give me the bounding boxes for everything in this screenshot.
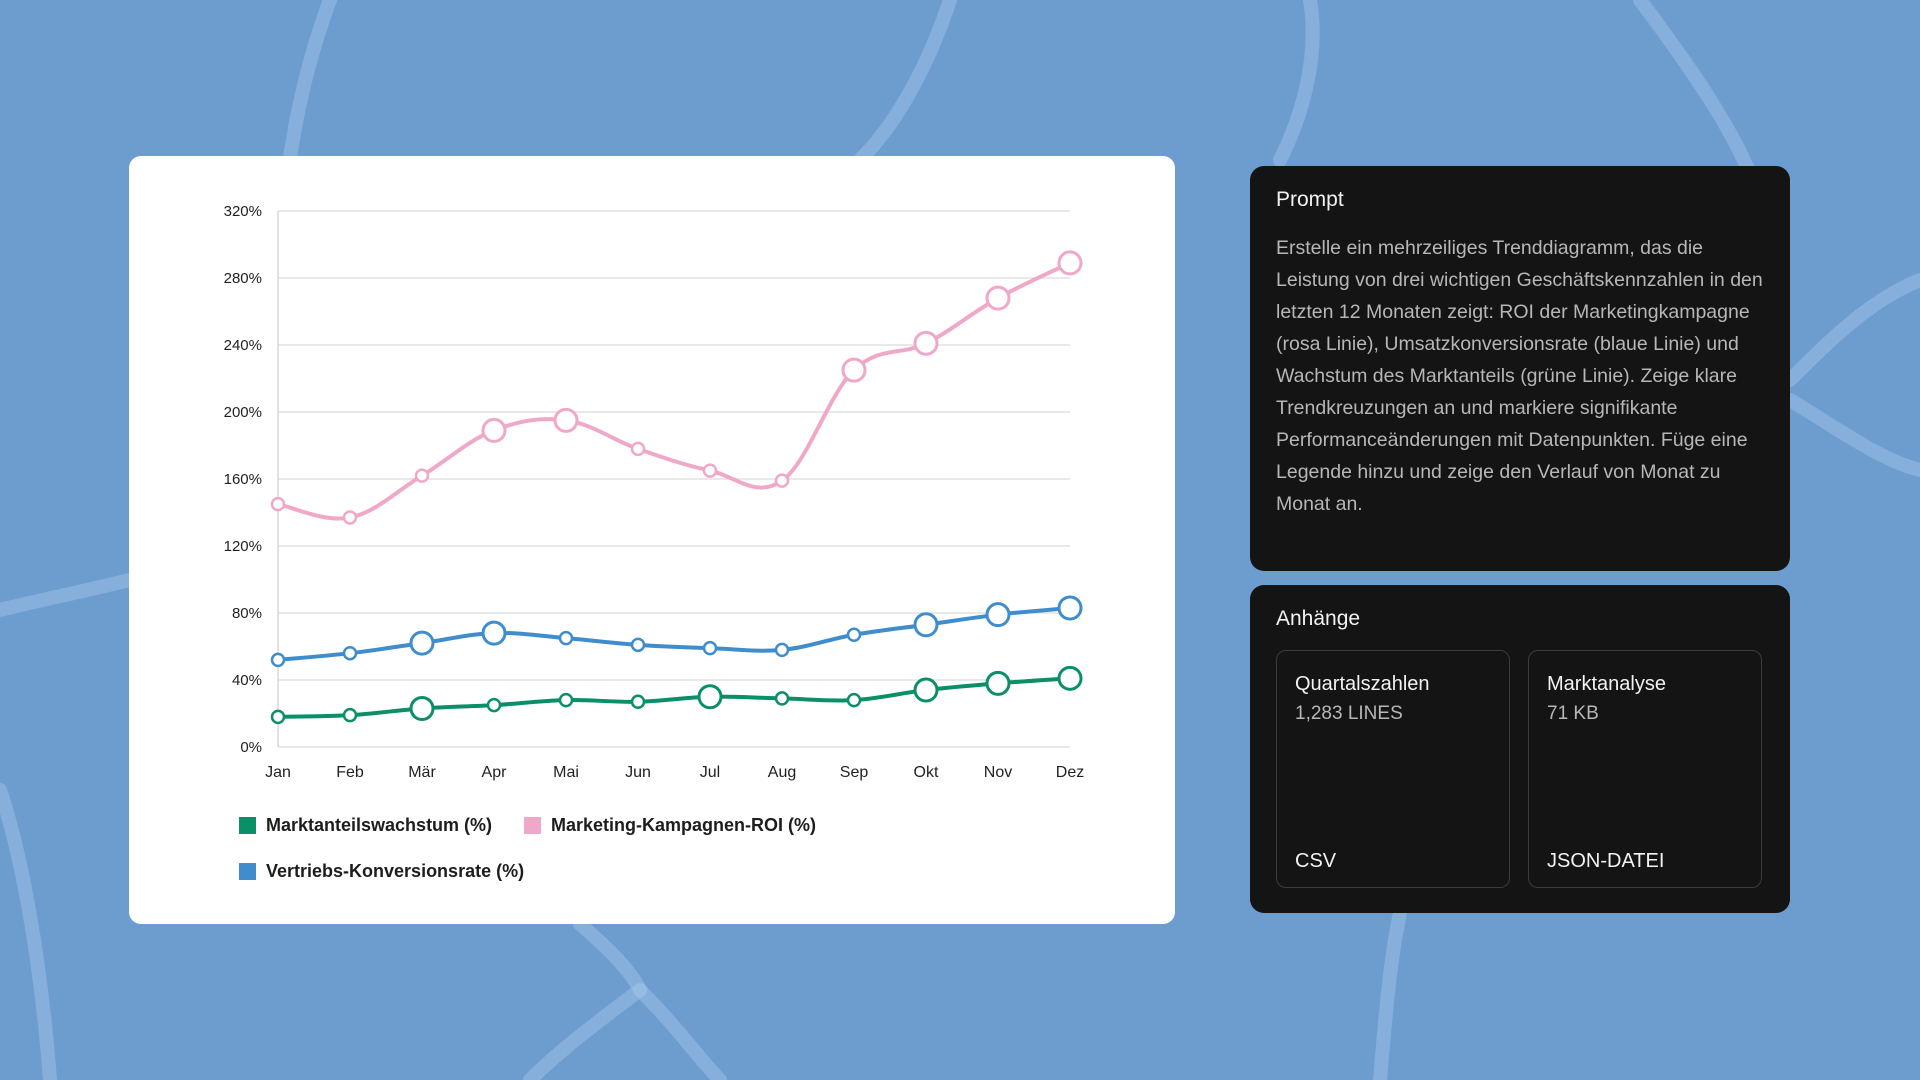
data-point xyxy=(702,463,718,478)
y-tick-label: 280% xyxy=(224,270,262,287)
data-point xyxy=(270,496,286,512)
data-point xyxy=(985,602,1011,628)
y-tick-label: 240% xyxy=(224,337,262,354)
y-tick-label: 200% xyxy=(224,404,262,421)
data-point xyxy=(846,692,862,708)
x-tick-label: Aug xyxy=(768,764,796,781)
legend-swatch xyxy=(524,817,541,834)
data-point xyxy=(558,692,574,708)
attachment-card-quartalszahlen[interactable]: Quartalszahlen 1,283 LINES CSV xyxy=(1276,650,1510,888)
x-tick-label: Jul xyxy=(700,764,720,781)
legend-swatch xyxy=(239,863,256,880)
data-point xyxy=(846,627,862,643)
data-point xyxy=(985,285,1011,311)
attachment-name: Marktanalyse xyxy=(1547,673,1666,695)
data-point xyxy=(913,612,939,638)
x-tick-label: Okt xyxy=(914,764,939,781)
data-point xyxy=(342,510,358,525)
data-point xyxy=(558,630,574,646)
x-tick-label: Mai xyxy=(553,764,579,781)
data-point xyxy=(270,709,286,725)
series-line xyxy=(276,676,1072,719)
x-tick-label: Dez xyxy=(1056,764,1084,781)
prompt-text: Erstelle ein mehrzeiliges Trenddiagramm,… xyxy=(1276,237,1763,515)
data-point xyxy=(1057,250,1083,276)
data-point xyxy=(409,695,435,721)
legend-item-konversion: Vertriebs-Konversionsrate (%) xyxy=(239,861,524,882)
data-point xyxy=(486,697,502,713)
x-tick-label: Nov xyxy=(984,764,1012,781)
legend-label: Vertriebs-Konversionsrate (%) xyxy=(266,861,525,881)
attachments-panel: Anhänge Quartalszahlen 1,283 LINES CSV M… xyxy=(1250,585,1790,913)
attachment-size: 71 KB xyxy=(1547,703,1599,724)
attachment-size: 1,283 LINES xyxy=(1295,703,1403,724)
data-point xyxy=(774,691,790,706)
data-point xyxy=(342,707,358,723)
attachment-card-marktanalyse[interactable]: Marktanalyse 71 KB JSON-DATEI xyxy=(1528,650,1762,888)
series-line xyxy=(276,605,1072,662)
data-point xyxy=(985,670,1011,696)
series-line xyxy=(276,260,1072,521)
data-point xyxy=(702,640,718,656)
x-tick-label: Jun xyxy=(625,764,651,781)
y-tick-label: 160% xyxy=(224,471,262,488)
x-tick-label: Jan xyxy=(265,764,291,781)
attachments-title: Anhänge xyxy=(1276,607,1361,630)
y-tick-label: 120% xyxy=(224,538,262,555)
legend-item-roi: Marketing-Kampagnen-ROI (%) xyxy=(524,815,816,836)
grid xyxy=(278,210,1070,748)
data-point xyxy=(841,357,867,383)
data-point xyxy=(630,694,646,710)
attachment-name: Quartalszahlen xyxy=(1295,673,1430,695)
x-tick-label: Sep xyxy=(840,764,869,781)
data-point xyxy=(409,630,435,656)
data-point xyxy=(481,620,507,646)
series xyxy=(270,250,1083,725)
legend-label: Marketing-Kampagnen-ROI (%) xyxy=(551,815,817,835)
legend-swatch xyxy=(239,817,256,834)
data-point xyxy=(774,473,790,488)
data-point xyxy=(1057,595,1083,621)
attachment-type: JSON-DATEI xyxy=(1547,850,1665,872)
line-chart: 0% 40% 80% 120% 160% 200% 240% 280% 320% Jan Feb Mä… xyxy=(224,203,1085,781)
data-point xyxy=(414,468,430,483)
y-tick-label: 0% xyxy=(240,739,262,756)
y-tick-label: 40% xyxy=(232,672,262,689)
data-point xyxy=(1057,665,1083,691)
attachment-type: CSV xyxy=(1295,850,1337,872)
data-point xyxy=(697,684,723,710)
axes: 0% 40% 80% 120% 160% 200% 240% 280% 320% Jan Feb Mä… xyxy=(224,203,1085,781)
data-point xyxy=(630,441,646,457)
data-point xyxy=(270,652,286,668)
y-tick-label: 320% xyxy=(224,203,262,220)
chart-card: 0% 40% 80% 120% 160% 200% 240% 280% 320% Jan Feb Mä… xyxy=(129,156,1175,924)
data-point xyxy=(774,642,790,658)
legend-label: Marktanteilswachstum (%) xyxy=(266,815,493,835)
legend-item-marktanteil: Marktanteilswachstum (%) xyxy=(239,815,492,836)
data-point xyxy=(913,677,939,703)
data-point xyxy=(630,637,646,653)
data-point xyxy=(342,645,358,661)
data-point xyxy=(913,330,939,356)
x-tick-label: Apr xyxy=(482,764,508,781)
x-tick-label: Feb xyxy=(336,764,364,781)
prompt-title: Prompt xyxy=(1276,188,1344,211)
prompt-panel: Prompt Erstelle ein mehrzeiliges Trenddi… xyxy=(1250,166,1790,571)
data-point xyxy=(553,407,579,433)
data-point xyxy=(481,417,507,443)
x-tick-label: Mär xyxy=(408,764,436,781)
y-tick-label: 80% xyxy=(232,605,262,622)
